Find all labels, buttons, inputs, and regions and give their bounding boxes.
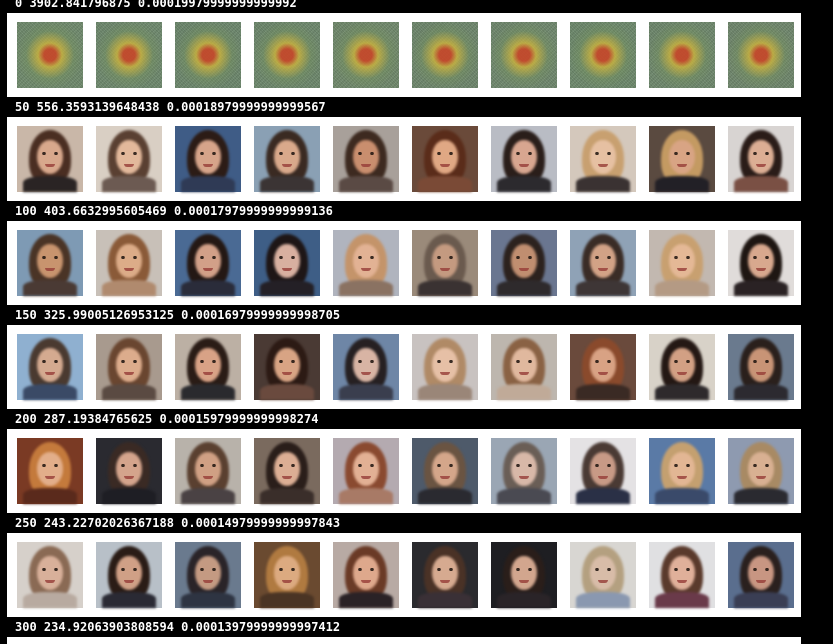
noise-sample-image bbox=[491, 22, 557, 88]
noise-sample-image bbox=[333, 22, 399, 88]
noise-sample-image bbox=[412, 22, 478, 88]
generated-face-image bbox=[570, 230, 636, 296]
noise-sample-image bbox=[254, 22, 320, 88]
generated-face-image bbox=[96, 334, 162, 400]
generated-face-image bbox=[491, 542, 557, 608]
generated-face-image bbox=[254, 126, 320, 192]
epoch-caption: 100 403.6632995605469 0.0001797999999999… bbox=[15, 204, 333, 218]
generated-face-image bbox=[175, 334, 241, 400]
generated-face-image bbox=[254, 438, 320, 504]
generated-face-image bbox=[17, 438, 83, 504]
epoch-caption: 0 3902.841796875 0.00019979999999999992 bbox=[15, 0, 297, 10]
generated-face-image bbox=[649, 230, 715, 296]
noise-sample-image bbox=[570, 22, 636, 88]
sample-grid bbox=[7, 429, 801, 513]
generated-face-image bbox=[728, 126, 794, 192]
generated-face-image bbox=[649, 542, 715, 608]
epoch-caption: 200 287.19384765625 0.000159799999999982… bbox=[15, 412, 319, 426]
generated-face-image bbox=[728, 334, 794, 400]
epoch-caption: 300 234.92063903808594 0.000139799999999… bbox=[15, 620, 341, 634]
generated-face-image bbox=[412, 230, 478, 296]
generated-face-image bbox=[570, 542, 636, 608]
generated-face-image bbox=[175, 126, 241, 192]
generated-face-image bbox=[491, 230, 557, 296]
generated-face-image bbox=[17, 542, 83, 608]
epoch-caption: 250 243.22702026367188 0.000149799999999… bbox=[15, 516, 341, 530]
generated-face-image bbox=[17, 334, 83, 400]
generated-face-image bbox=[254, 542, 320, 608]
generated-face-image bbox=[175, 438, 241, 504]
generated-face-image bbox=[254, 334, 320, 400]
generated-face-image bbox=[333, 334, 399, 400]
generated-face-image bbox=[412, 334, 478, 400]
noise-sample-image bbox=[96, 22, 162, 88]
sample-grid bbox=[7, 325, 801, 409]
generated-face-image bbox=[254, 230, 320, 296]
noise-sample-image bbox=[649, 22, 715, 88]
generated-face-image bbox=[570, 334, 636, 400]
generated-face-image bbox=[96, 542, 162, 608]
generated-face-image bbox=[412, 542, 478, 608]
generated-face-image bbox=[412, 126, 478, 192]
generated-face-image bbox=[649, 126, 715, 192]
generated-face-image bbox=[333, 438, 399, 504]
generated-face-image bbox=[570, 438, 636, 504]
generated-face-image bbox=[649, 334, 715, 400]
generated-face-image bbox=[728, 438, 794, 504]
epoch-caption: 50 556.3593139648438 0.00018979999999999… bbox=[15, 100, 326, 114]
sample-grid bbox=[7, 13, 801, 97]
generated-face-image bbox=[17, 126, 83, 192]
generated-face-image bbox=[175, 542, 241, 608]
generated-face-image bbox=[96, 230, 162, 296]
sample-grid bbox=[7, 117, 801, 201]
sample-grid bbox=[7, 637, 801, 644]
generated-face-image bbox=[570, 126, 636, 192]
generated-face-image bbox=[649, 438, 715, 504]
generated-face-image bbox=[96, 438, 162, 504]
generated-face-image bbox=[491, 126, 557, 192]
noise-sample-image bbox=[175, 22, 241, 88]
generated-face-image bbox=[333, 230, 399, 296]
generated-face-image bbox=[333, 126, 399, 192]
noise-sample-image bbox=[17, 22, 83, 88]
generated-face-image bbox=[175, 230, 241, 296]
generated-face-image bbox=[728, 230, 794, 296]
generated-face-image bbox=[96, 126, 162, 192]
generated-face-image bbox=[17, 230, 83, 296]
generated-face-image bbox=[491, 438, 557, 504]
epoch-caption: 150 325.99005126953125 0.000169799999999… bbox=[15, 308, 341, 322]
generated-face-image bbox=[333, 542, 399, 608]
sample-grid bbox=[7, 533, 801, 617]
noise-sample-image bbox=[728, 22, 794, 88]
sample-grid bbox=[7, 221, 801, 305]
generated-face-image bbox=[728, 542, 794, 608]
generated-face-image bbox=[412, 438, 478, 504]
generated-face-image bbox=[491, 334, 557, 400]
